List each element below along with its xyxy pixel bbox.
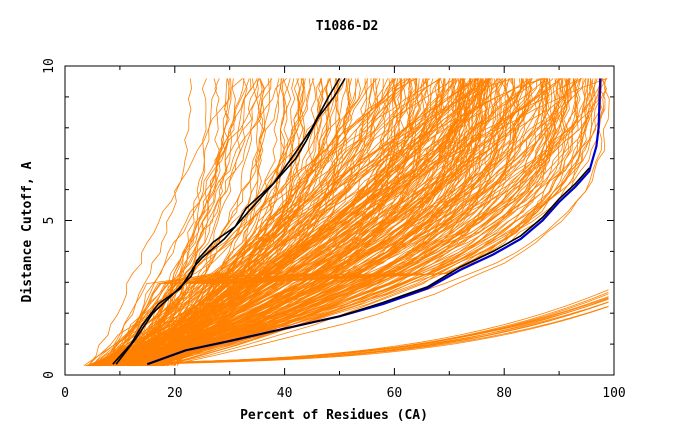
background-curve [85,78,570,367]
y-axis-title: Distance Cutoff, A [20,161,35,302]
background-curve [128,78,415,367]
x-tick-label: 80 [496,386,512,401]
background-curve [118,78,311,367]
y-tick-label: 10 [42,58,57,74]
background-curve [151,306,609,365]
background-curve [108,78,482,367]
background-curve [157,78,562,367]
background-curve [142,78,260,366]
y-tick-label: 5 [42,217,57,225]
series-line-1 [115,77,341,365]
background-curve [86,78,324,367]
background-curve [114,78,471,366]
background-curve [90,78,230,367]
background-curve [126,78,589,367]
background-curve [119,78,425,367]
background-curve [126,78,349,367]
background-curve [115,78,461,367]
x-tick-label: 20 [167,386,183,401]
background-curve [142,78,486,367]
plot-area: 0 20 40 60 80 100 0 5 10 [42,58,626,401]
background-curve [91,78,442,366]
background-curve [111,78,417,367]
background-curve [141,78,260,366]
background-curve [117,78,569,367]
x-tick-label: 40 [277,386,293,401]
background-curve [105,78,348,367]
background-curve [89,78,561,367]
background-curve [127,78,504,367]
background-curve [159,78,412,367]
background-curve [92,78,230,367]
background-curve [159,78,248,366]
background-curve [156,78,581,367]
background-curve [127,78,482,367]
background-curve [94,78,552,367]
background-curve [87,78,467,367]
background-curve [157,78,417,366]
background-curve [108,78,245,366]
background-curve [83,78,406,367]
x-tick-label: 60 [387,386,403,401]
background-curve [106,78,528,367]
background-curve [146,78,440,367]
background-curve [142,78,402,367]
x-tick-label: 0 [61,386,69,401]
background-curve [133,78,411,366]
x-axis-ticks: 0 20 40 60 80 100 [61,66,626,401]
background-curve [131,78,473,366]
background-curve [122,78,236,367]
background-curve [124,78,484,366]
background-curve [106,78,531,366]
background-curve [153,78,510,366]
background-curve [144,78,477,367]
x-tick-label: 100 [602,386,625,401]
background-curve [122,78,471,367]
background-curve [87,78,243,366]
background-curve [136,78,592,367]
y-tick-label: 0 [42,371,57,379]
background-curve [132,78,490,367]
background-curve [143,78,429,367]
background-curve [131,78,460,367]
x-axis-title: Percent of Residues (CA) [240,408,428,423]
chart-title: T1086-D2 [316,19,379,34]
background-curve [120,78,399,367]
background-curve [98,78,346,366]
background-curve [94,78,304,367]
background-curve [115,78,604,367]
background-curve [132,305,609,365]
series-line-3 [147,167,590,365]
background-curve [106,78,193,366]
background-curve [143,78,332,367]
background-curve [165,78,530,366]
background-curve [120,78,379,367]
background-curve [153,78,554,367]
background-curve [116,78,369,366]
background-curve [99,297,609,365]
background-curve [165,78,283,366]
background-curves [83,78,610,367]
highlight-series [112,77,602,366]
y-axis-ticks: 0 5 10 [42,58,614,379]
background-curve [120,78,396,367]
background-curve [145,78,280,366]
